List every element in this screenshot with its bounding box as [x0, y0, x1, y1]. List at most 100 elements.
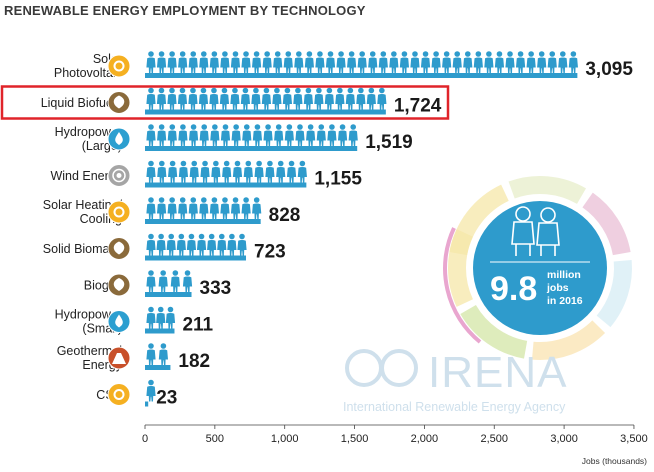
person-mark: [231, 124, 241, 146]
badge-line-3: in 2016: [547, 295, 583, 307]
person-mark: [176, 233, 186, 256]
person-mark: [356, 87, 366, 110]
x-axis-label: Jobs (thousands): [582, 456, 647, 466]
person-mark: [251, 51, 262, 73]
bar-base: [145, 182, 307, 188]
person-mark: [242, 124, 252, 146]
person-mark: [286, 160, 297, 183]
person-mark: [293, 87, 303, 110]
person-mark: [230, 87, 240, 110]
person-mark: [378, 51, 388, 73]
person-mark: [547, 51, 557, 73]
person-mark: [156, 197, 167, 219]
bar-base: [145, 365, 171, 370]
person-mark: [227, 233, 237, 256]
person-mark: [303, 87, 313, 110]
person-mark: [558, 51, 568, 73]
person-mark: [146, 197, 156, 219]
leaf-icon: [107, 91, 131, 114]
person-mark: [389, 51, 399, 73]
person-mark: [209, 197, 220, 219]
person-mark: [336, 51, 346, 73]
irena-watermark: IRENA International Renewable Energy Age…: [343, 348, 566, 414]
person-mark: [220, 197, 230, 219]
person-mark: [198, 87, 209, 110]
person-mark: [182, 270, 193, 292]
person-mark: [178, 124, 188, 146]
bar-row: Wind Energy 1,155: [50, 160, 362, 190]
badge-number: 9.8: [490, 270, 537, 308]
person-mark: [146, 379, 156, 402]
person-mark: [210, 124, 220, 146]
person-mark: [316, 124, 326, 146]
value-label: 1,724: [394, 96, 442, 117]
person-mark: [274, 124, 284, 146]
person-mark: [220, 124, 231, 146]
person-mark: [207, 233, 217, 256]
person-mark: [156, 306, 166, 329]
person-mark: [178, 51, 188, 73]
bar-base: [145, 109, 386, 115]
person-mark: [199, 51, 209, 73]
person-mark: [200, 160, 210, 183]
person-mark: [377, 87, 387, 110]
person-mark: [186, 233, 197, 256]
person-mark: [315, 51, 325, 73]
person-mark: [282, 87, 293, 110]
person-mark: [297, 160, 307, 183]
workers-icon: [511, 206, 560, 256]
x-tick-label: 3,000: [550, 433, 578, 445]
value-label: 3,095: [585, 59, 633, 80]
bar-row: Biogas 333: [84, 270, 231, 299]
person-mark: [294, 51, 304, 73]
person-mark: [314, 87, 324, 110]
leaf-icon: [107, 237, 131, 260]
bar-row: CSP23: [96, 379, 177, 409]
person-mark: [252, 197, 262, 219]
ring-segment: [531, 320, 606, 360]
person-mark: [283, 51, 293, 73]
bar-row: Geothermal Energy 182: [57, 343, 210, 372]
person-mark: [232, 160, 243, 183]
person-mark: [167, 124, 177, 146]
person-mark: [410, 51, 420, 73]
person-mark: [265, 160, 275, 183]
badge-line-1: million: [547, 269, 581, 281]
person-mark: [166, 233, 176, 256]
irena-logo-icon: [345, 349, 418, 387]
person-mark: [167, 197, 177, 219]
person-mark: [484, 51, 494, 73]
x-tick-label: 2,000: [411, 433, 439, 445]
water-drop-icon: [107, 127, 131, 151]
person-mark: [494, 51, 505, 73]
sun-icon: [107, 200, 131, 224]
category-label: Wind Energy: [50, 169, 122, 183]
person-mark: [473, 51, 483, 73]
person-mark: [158, 270, 168, 292]
bar-base: [145, 73, 578, 78]
person-mark: [295, 124, 305, 146]
person-mark: [335, 87, 345, 110]
person-mark: [431, 51, 441, 73]
person-mark: [146, 270, 156, 292]
bar-row: Solid Biomass 723: [43, 233, 286, 263]
person-mark: [165, 306, 176, 329]
chart-rows: Solar Photovoltaic 3,095 Liquid Biofuels 1,7…: [0, 51, 633, 409]
person-mark: [284, 124, 294, 146]
bar-row: Solar Heating/Cooling 828: [43, 197, 300, 226]
bar-row: Liquid Biofuels 1,724: [0, 85, 450, 120]
person-mark: [262, 51, 272, 73]
person-mark: [368, 51, 378, 73]
person-mark: [357, 51, 367, 73]
ring-accent-arc: [443, 227, 482, 344]
ring-segment: [460, 305, 528, 359]
person-mark: [442, 51, 452, 73]
person-mark: [230, 51, 241, 73]
person-mark: [168, 160, 178, 183]
water-drop-icon: [107, 310, 131, 333]
person-mark: [452, 51, 462, 73]
person-mark: [146, 124, 156, 146]
person-mark: [348, 124, 358, 146]
ring-segment: [582, 192, 631, 256]
